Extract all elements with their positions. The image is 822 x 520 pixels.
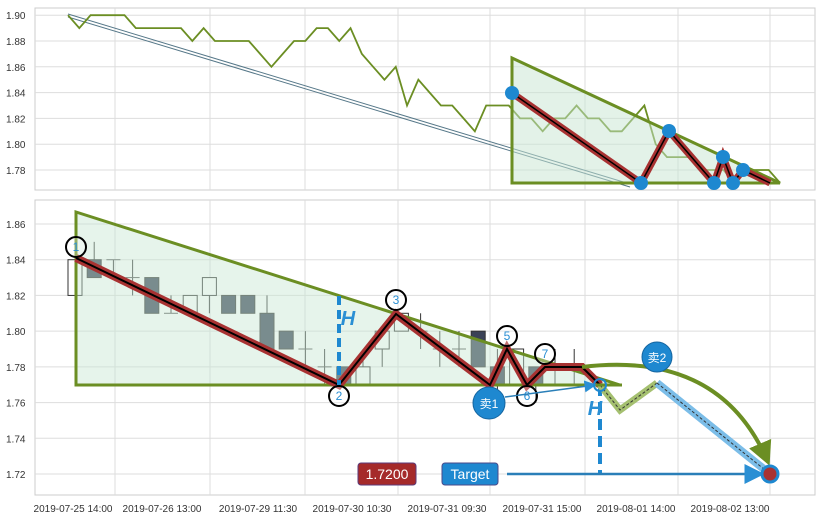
y-tick-label: 1.78: [6, 363, 26, 374]
x-tick-label: 2019-08-01 14:00: [597, 504, 676, 515]
sell2-label: 卖2: [648, 351, 667, 365]
x-tick-label: 2019-08-02 13:00: [691, 504, 770, 515]
curved-arrow: [581, 362, 772, 466]
wave-label-circle: [385, 289, 407, 311]
target-price-box: [357, 462, 417, 486]
wave-label: 5: [504, 329, 511, 343]
y-tick-label: 1.74: [6, 434, 26, 445]
candle-body: [240, 294, 256, 314]
sell1-marker: [472, 386, 506, 420]
y-tick-label: 1.80: [6, 327, 26, 338]
wave-point-marker: [505, 86, 519, 100]
x-tick-label: 2019-07-29 11:30: [219, 504, 298, 515]
wave-point-marker: [726, 176, 740, 190]
y-tick-label: 1.90: [6, 11, 26, 22]
sell1-arrow: [504, 380, 597, 398]
target-box: [441, 462, 499, 486]
x-tick-label: 2019-07-26 13:00: [123, 504, 202, 515]
wave-label: 7: [542, 347, 549, 361]
y-tick-label: 1.84: [6, 89, 26, 100]
y-tick-label: 1.76: [6, 399, 26, 410]
sell1-label: 卖1: [480, 397, 499, 411]
x-tick-label: 2019-07-31 15:00: [503, 504, 582, 515]
wave-point-marker: [736, 163, 750, 177]
wave-label-circle: [65, 236, 87, 258]
y-tick-label: 1.78: [6, 166, 26, 177]
y-tick-label: 1.86: [6, 63, 26, 74]
zigzag-core: [75, 257, 601, 387]
target-label: Target: [451, 466, 490, 482]
candle-body: [221, 294, 237, 314]
y-tick-label: 1.72: [6, 470, 26, 481]
y-tick-label: 1.86: [6, 220, 26, 231]
y-tick-label: 1.82: [6, 114, 26, 125]
bottom-plot-frame: [34, 199, 816, 496]
candle-body: [278, 330, 294, 350]
x-tick-label: 2019-07-30 10:30: [313, 504, 392, 515]
height-label: H: [341, 308, 356, 330]
candle-body: [201, 277, 217, 296]
wave-point-marker: [716, 150, 730, 164]
y-tick-label: 1.82: [6, 291, 26, 302]
wave-point-marker: [634, 176, 648, 190]
wave-label: 3: [393, 293, 400, 307]
target-price-label: 1.7200: [366, 466, 409, 482]
y-tick-label: 1.84: [6, 256, 26, 267]
wave-label-circle: [534, 343, 556, 365]
sell2-marker: [641, 341, 673, 373]
wave-label: 1: [73, 240, 80, 254]
wave-point-marker: [707, 176, 721, 190]
projection-path-core: [599, 382, 658, 411]
target-point: [760, 464, 780, 484]
breakout-point: [593, 378, 607, 392]
height-label: H: [588, 398, 603, 420]
x-tick-label: 2019-07-25 14:00: [34, 504, 113, 515]
x-tick-label: 2019-07-31 09:30: [408, 504, 487, 515]
wave-point-marker: [662, 124, 676, 138]
triangle-pattern: [74, 209, 621, 387]
y-tick-label: 1.88: [6, 37, 26, 48]
wave-label: 6: [524, 389, 531, 403]
y-tick-label: 1.80: [6, 140, 26, 151]
wave-label: 2: [336, 389, 343, 403]
wave-label-circle: [496, 325, 518, 347]
wave-label-circle: [328, 385, 350, 407]
